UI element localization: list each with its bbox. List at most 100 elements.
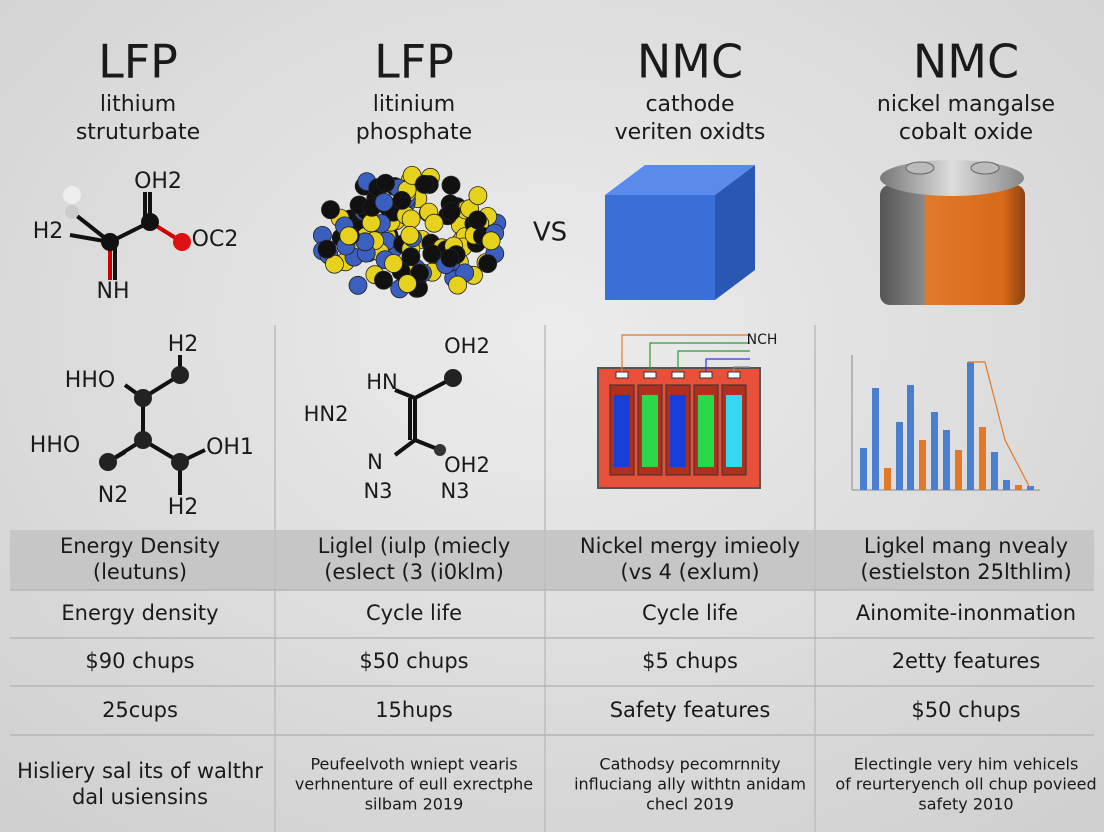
chart-line-decoration bbox=[968, 361, 1031, 489]
atom bbox=[101, 233, 119, 251]
battery-body bbox=[880, 185, 1025, 305]
atom bbox=[65, 205, 79, 219]
atom bbox=[374, 192, 394, 212]
decorations bbox=[10, 160, 1094, 832]
atom bbox=[414, 174, 434, 194]
label: HHO bbox=[30, 433, 80, 458]
atom bbox=[141, 213, 159, 231]
cube-side bbox=[715, 165, 755, 300]
atom bbox=[467, 210, 487, 230]
column-subtitle: nickel mangalse bbox=[877, 92, 1055, 117]
atom bbox=[134, 431, 152, 449]
label: H2 bbox=[33, 219, 64, 244]
battery-terminal bbox=[970, 161, 1000, 175]
atom bbox=[374, 270, 393, 290]
label: N bbox=[367, 450, 383, 474]
label: NH bbox=[97, 279, 130, 304]
table-cell: $5 chups bbox=[642, 649, 738, 673]
table-cell: $90 chups bbox=[85, 649, 194, 673]
atom bbox=[422, 244, 442, 264]
table-cell: $50 chups bbox=[359, 649, 468, 673]
cell-core bbox=[670, 395, 686, 467]
table-cell: (vs 4 (exlum) bbox=[620, 560, 759, 584]
label: OH2 bbox=[134, 169, 182, 194]
atom bbox=[171, 453, 189, 471]
table-cell: Energy Density bbox=[60, 534, 220, 558]
chart-bar-decoration bbox=[1003, 480, 1010, 490]
chart-bar-decoration bbox=[884, 468, 891, 490]
cell-cap bbox=[643, 371, 657, 379]
cube-top bbox=[605, 165, 755, 195]
table-cell: Ligkel mang nvealy bbox=[864, 534, 1068, 558]
table-cell: 15hups bbox=[375, 698, 453, 722]
vs-label: VS bbox=[533, 218, 567, 248]
table-cell: Hisliery sal its of walthr bbox=[17, 759, 263, 783]
label: HN bbox=[366, 370, 398, 394]
column-title: LFP bbox=[374, 35, 454, 89]
chart-bar-decoration bbox=[979, 427, 986, 490]
label: N3 bbox=[363, 479, 392, 503]
table-cell: Cathodsy pecomrnnity bbox=[599, 755, 780, 774]
table-cell: verhnenture of eull exrectphe bbox=[295, 775, 533, 794]
cell-cap bbox=[699, 371, 713, 379]
label: OH2 bbox=[444, 334, 490, 358]
wire bbox=[677, 350, 750, 372]
atom bbox=[134, 389, 152, 407]
cell-core bbox=[642, 395, 658, 467]
bond bbox=[394, 388, 416, 400]
atom bbox=[400, 225, 420, 245]
table-cell: Safety features bbox=[610, 698, 771, 722]
table-cell: Cycle life bbox=[366, 601, 462, 625]
column-subtitle: cobalt oxide bbox=[899, 120, 1033, 145]
column-title: NMC bbox=[913, 35, 1019, 89]
table-cell: (estielston 25lthlim) bbox=[860, 560, 1071, 584]
table-cell: influciang ally withtn anidam bbox=[574, 775, 806, 794]
atom bbox=[441, 202, 461, 221]
chart-bar-decoration bbox=[967, 362, 974, 490]
atom bbox=[441, 175, 461, 195]
atom bbox=[348, 275, 368, 295]
column-subtitle: litinium bbox=[373, 92, 455, 117]
atom bbox=[398, 274, 417, 294]
label: N2 bbox=[98, 483, 128, 508]
column-subtitle: veriten oxidts bbox=[615, 120, 766, 145]
chart-bar-decoration bbox=[1015, 485, 1022, 490]
column-subtitle: lithium bbox=[100, 92, 176, 117]
label: H2 bbox=[168, 495, 199, 520]
chart-bar-decoration bbox=[896, 422, 903, 490]
label: N3 bbox=[440, 479, 469, 503]
atom bbox=[317, 239, 337, 259]
table-cell: of reurteryench oll chup povieed bbox=[835, 775, 1096, 794]
table-cell: dal usiensins bbox=[72, 785, 208, 809]
label: HN2 bbox=[304, 402, 349, 426]
cell-core bbox=[726, 395, 742, 467]
cell-cap bbox=[615, 371, 629, 379]
label: OC2 bbox=[192, 227, 239, 252]
atom bbox=[339, 226, 359, 246]
table-cell: 25cups bbox=[102, 698, 178, 722]
label: H2 bbox=[168, 332, 199, 357]
chart-bar-decoration bbox=[872, 388, 879, 490]
table-header-band bbox=[10, 530, 1094, 590]
column-title: LFP bbox=[98, 35, 178, 89]
atom bbox=[478, 254, 498, 274]
atom bbox=[173, 233, 191, 251]
table-cell: $50 chups bbox=[911, 698, 1020, 722]
atom bbox=[481, 231, 501, 251]
atom bbox=[99, 453, 117, 471]
table-cell: Ainomite-inonmation bbox=[856, 601, 1076, 625]
label: OH1 bbox=[206, 435, 254, 460]
table-cell: Liglel (iulp (miecly bbox=[318, 534, 511, 558]
atom bbox=[321, 200, 340, 220]
atom bbox=[401, 247, 421, 267]
chart-bar-decoration bbox=[1027, 486, 1034, 490]
wire bbox=[733, 366, 750, 372]
atom bbox=[410, 263, 430, 283]
chart-bar-decoration bbox=[931, 412, 938, 490]
column-subtitle: phosphate bbox=[356, 120, 472, 145]
table-cell: Energy density bbox=[61, 601, 218, 625]
atom bbox=[171, 366, 189, 384]
atom bbox=[434, 444, 446, 456]
texts: LFP lithium struturbate LFP litinium phosphat… bbox=[17, 35, 1097, 814]
